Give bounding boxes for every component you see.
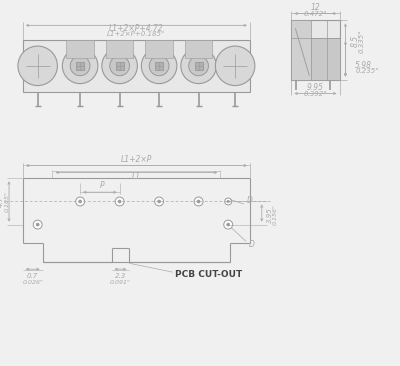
Bar xyxy=(145,40,173,58)
Circle shape xyxy=(141,48,177,83)
Bar xyxy=(185,40,212,58)
Text: D: D xyxy=(249,240,255,249)
Text: PCB CUT-OUT: PCB CUT-OUT xyxy=(175,270,242,279)
Bar xyxy=(23,40,250,92)
Bar xyxy=(116,62,124,70)
Circle shape xyxy=(102,48,137,83)
Text: 0.185": 0.185" xyxy=(4,191,10,212)
Circle shape xyxy=(224,220,233,229)
Circle shape xyxy=(227,223,230,226)
Text: D: D xyxy=(247,195,253,205)
Circle shape xyxy=(110,56,130,76)
Circle shape xyxy=(18,46,58,86)
Circle shape xyxy=(62,48,98,83)
Text: 0.091": 0.091" xyxy=(110,280,131,284)
Text: 0.392": 0.392" xyxy=(304,92,327,97)
Circle shape xyxy=(115,197,124,206)
Text: L1: L1 xyxy=(132,172,141,181)
Text: 0.156": 0.156" xyxy=(273,205,278,225)
Text: 5.98: 5.98 xyxy=(355,60,372,70)
Circle shape xyxy=(155,197,164,206)
Text: L1+2×P+4.72: L1+2×P+4.72 xyxy=(109,24,164,33)
Bar xyxy=(106,40,134,58)
Text: 2.3: 2.3 xyxy=(115,273,126,279)
Circle shape xyxy=(194,197,203,206)
Circle shape xyxy=(158,200,160,203)
Circle shape xyxy=(215,46,255,86)
Text: 0.335": 0.335" xyxy=(358,29,364,53)
Text: 9.95: 9.95 xyxy=(307,83,324,92)
Text: 4.7: 4.7 xyxy=(0,196,4,207)
Circle shape xyxy=(197,200,200,203)
Bar xyxy=(76,62,84,70)
Circle shape xyxy=(118,200,121,203)
Circle shape xyxy=(149,56,169,76)
Circle shape xyxy=(79,200,82,203)
Bar xyxy=(291,20,311,80)
Text: 3.95: 3.95 xyxy=(267,207,273,223)
Bar xyxy=(155,62,163,70)
Circle shape xyxy=(227,200,229,203)
Circle shape xyxy=(225,198,232,205)
Circle shape xyxy=(181,48,216,83)
Circle shape xyxy=(36,223,39,226)
Circle shape xyxy=(33,220,42,229)
Bar xyxy=(311,38,340,80)
Circle shape xyxy=(70,56,90,76)
Text: 8.5: 8.5 xyxy=(351,35,360,47)
Bar xyxy=(291,20,340,80)
Text: 0.026": 0.026" xyxy=(22,280,43,284)
Text: L1+2×P: L1+2×P xyxy=(121,155,152,164)
Circle shape xyxy=(189,56,208,76)
Text: 12: 12 xyxy=(310,3,320,12)
Text: 0.472": 0.472" xyxy=(304,11,327,16)
Text: 0.7: 0.7 xyxy=(27,273,38,279)
Bar xyxy=(195,62,202,70)
Text: L1+2×P+0.185": L1+2×P+0.185" xyxy=(107,31,166,37)
Text: P: P xyxy=(100,181,104,190)
Bar xyxy=(66,40,94,58)
Text: 0.235": 0.235" xyxy=(355,68,379,74)
Circle shape xyxy=(76,197,84,206)
